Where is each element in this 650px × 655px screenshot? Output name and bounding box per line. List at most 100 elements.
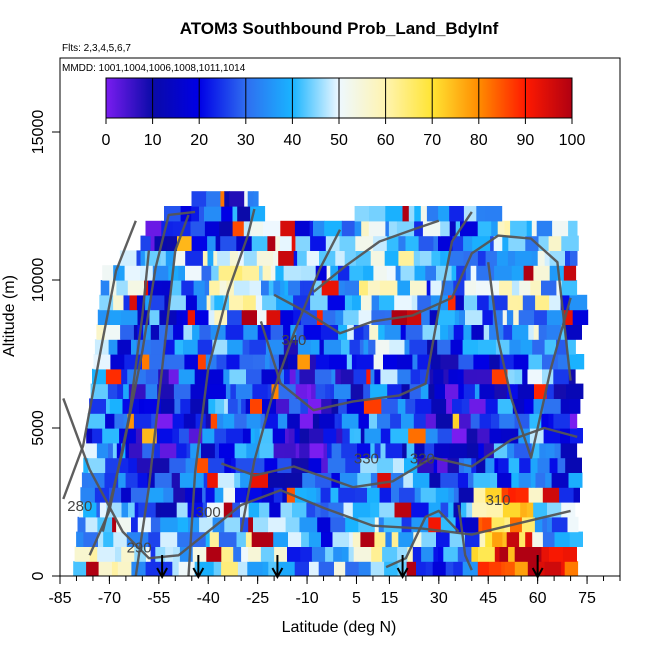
heatmap-cell <box>563 265 577 281</box>
heatmap-cell <box>121 502 129 518</box>
heatmap-cell <box>121 546 135 562</box>
heatmap-cell <box>549 546 564 562</box>
heatmap-cell <box>390 428 409 444</box>
heatmap-cell <box>277 561 296 576</box>
heatmap-cell <box>257 309 268 325</box>
heatmap-cell <box>507 442 515 459</box>
heatmap-cell <box>248 516 254 533</box>
heatmap-cell <box>338 413 343 429</box>
heatmap-cell <box>217 472 235 488</box>
heatmap-cell <box>378 516 385 533</box>
heatmap-cell <box>476 206 486 222</box>
heatmap-cell <box>180 250 186 266</box>
heatmap-cell <box>251 531 260 547</box>
heatmap-cell <box>223 487 236 503</box>
heatmap-cell <box>320 487 332 503</box>
heatmap-cell <box>569 413 578 429</box>
heatmap-cell <box>376 457 394 473</box>
heatmap-cell <box>280 309 294 325</box>
heatmap-cell <box>89 546 98 562</box>
heatmap-cell <box>468 472 474 488</box>
heatmap-cell <box>273 487 283 503</box>
heatmap-cell <box>373 265 388 281</box>
heatmap-cell <box>434 442 451 459</box>
heatmap-cell <box>488 561 502 576</box>
heatmap-cell <box>81 472 89 488</box>
heatmap-cell <box>485 206 503 222</box>
heatmap-cell <box>184 354 199 370</box>
heatmap-cell <box>511 472 520 488</box>
heatmap-cell <box>160 516 179 533</box>
heatmap-cell <box>494 265 513 281</box>
heatmap-cell <box>368 413 378 429</box>
heatmap-cell <box>488 294 495 311</box>
heatmap-cell <box>331 442 342 459</box>
contour-label: 290 <box>127 539 152 556</box>
heatmap-cell <box>334 561 346 576</box>
heatmap-cell <box>398 531 414 547</box>
heatmap-cell <box>547 516 553 533</box>
heatmap-cell <box>129 294 138 311</box>
heatmap-cell <box>73 561 87 576</box>
heatmap-cell <box>554 442 562 459</box>
heatmap-cell <box>306 487 317 503</box>
heatmap-cell <box>528 324 535 340</box>
heatmap-cell <box>409 383 422 399</box>
heatmap-cell <box>309 220 314 237</box>
heatmap-cell <box>417 294 432 311</box>
heatmap-cell <box>383 516 403 533</box>
heatmap-cell <box>150 324 160 340</box>
heatmap-cell <box>465 265 472 281</box>
heatmap-cell <box>395 265 402 281</box>
heatmap-cell <box>173 324 184 340</box>
heatmap-cell <box>449 220 457 237</box>
heatmap-cell <box>345 561 360 576</box>
heatmap-cell <box>493 442 508 459</box>
heatmap-cell <box>476 368 493 385</box>
heatmap-cell <box>260 546 275 562</box>
heatmap-cell <box>478 442 485 459</box>
heatmap-cell <box>214 442 220 459</box>
heatmap-cell <box>121 309 139 325</box>
heatmap-cell <box>435 413 454 429</box>
heatmap-cell <box>400 265 416 281</box>
heatmap-cell <box>383 354 398 370</box>
heatmap-cell <box>217 250 231 266</box>
heatmap-cell <box>524 398 535 414</box>
heatmap-cell <box>502 235 509 251</box>
heatmap-cell <box>429 368 434 385</box>
heatmap-cell <box>358 413 370 429</box>
heatmap-cell <box>436 531 451 547</box>
heatmap-cell <box>533 398 544 414</box>
heatmap-cell <box>201 265 212 281</box>
heatmap-cell <box>261 280 270 296</box>
heatmap-cell <box>186 442 191 459</box>
heatmap-cell <box>360 457 378 473</box>
heatmap-cell <box>251 235 269 251</box>
heatmap-cell <box>455 294 465 311</box>
heatmap-cell <box>476 265 495 281</box>
heatmap-cell <box>353 546 372 562</box>
heatmap-cell <box>166 354 185 370</box>
heatmap-cell <box>139 398 145 414</box>
heatmap-cell <box>311 383 317 399</box>
heatmap-cell <box>99 502 107 518</box>
heatmap-cell <box>463 324 472 340</box>
heatmap-cell <box>223 502 233 518</box>
heatmap-cell <box>450 339 464 355</box>
heatmap-cell <box>316 309 324 325</box>
heatmap-cell <box>185 265 203 281</box>
heatmap-cell <box>345 457 361 473</box>
contour-line <box>487 262 572 459</box>
heatmap-cell <box>152 457 170 473</box>
heatmap-cell <box>460 502 467 518</box>
heatmap-cell <box>262 561 269 576</box>
heatmap-cell <box>233 546 242 562</box>
heatmap-cell <box>243 324 259 340</box>
heatmap-cell <box>526 546 535 562</box>
heatmap-cell <box>351 354 357 370</box>
heatmap-cell <box>546 324 562 340</box>
contour-line <box>259 211 473 412</box>
heatmap-cell <box>425 561 434 576</box>
heatmap-cell <box>241 398 247 414</box>
